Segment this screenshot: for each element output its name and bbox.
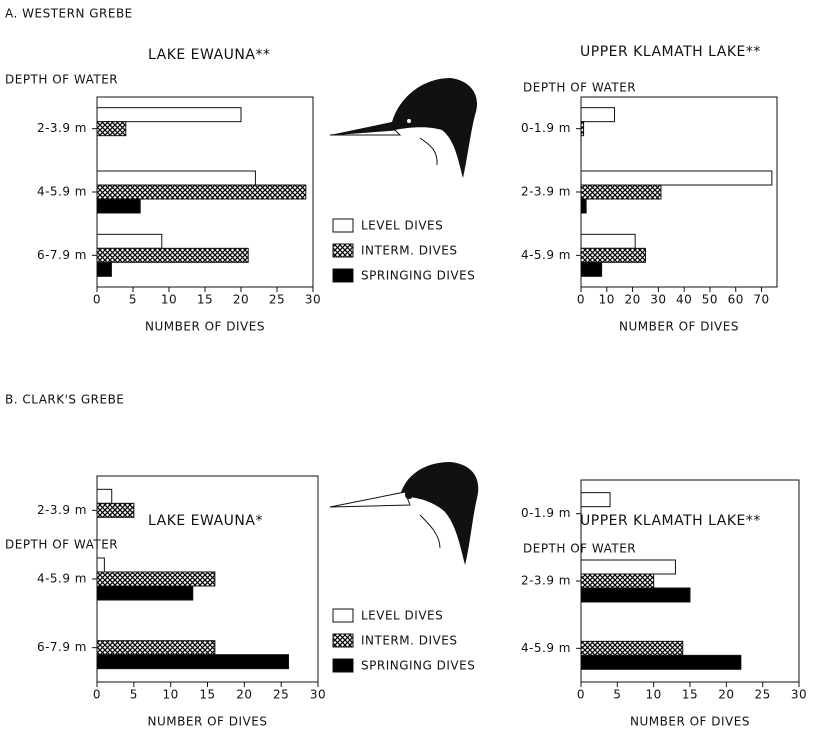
- y-axis-label: DEPTH OF WATER: [5, 73, 118, 87]
- legend-swatch: [332, 218, 354, 233]
- bar: [96, 488, 113, 504]
- x-tick-label: 70: [753, 293, 769, 307]
- x-tick-label: 5: [129, 293, 137, 307]
- y-tick-label: 6-7.9 m: [37, 640, 87, 654]
- bar: [580, 233, 636, 249]
- bar: [96, 184, 307, 200]
- y-tick-label: 0-1.9 m: [521, 506, 571, 520]
- bar: [580, 198, 587, 214]
- y-tick-label: 2-3.9 m: [37, 503, 87, 517]
- bar: [96, 121, 127, 137]
- section-title: A. WESTERN GREBE: [5, 7, 133, 21]
- bar: [580, 492, 611, 508]
- bar: [96, 198, 141, 214]
- y-tick-label: 2-3.9 m: [521, 185, 571, 199]
- x-tick-label: 5: [130, 688, 138, 702]
- x-tick-label: 50: [702, 293, 718, 307]
- x-tick-label: 20: [236, 688, 252, 702]
- bird-illustration: [329, 78, 478, 178]
- bar: [96, 557, 105, 573]
- chart-title: LAKE EWAUNA*: [148, 513, 263, 529]
- legend-swatch: [332, 243, 354, 258]
- bar: [96, 502, 135, 518]
- x-tick-label: 20: [624, 293, 640, 307]
- legend-label: LEVEL DIVES: [361, 609, 443, 623]
- x-tick-label: 0: [93, 293, 101, 307]
- bar: [580, 170, 773, 186]
- bird-illustration: [329, 462, 479, 565]
- x-tick-label: 25: [755, 688, 771, 702]
- legend-swatch: [332, 268, 354, 283]
- y-tick-label: 4-5.9 m: [521, 641, 571, 655]
- x-tick-label: 5: [613, 688, 621, 702]
- bar: [580, 261, 603, 277]
- chart-title: UPPER KLAMATH LAKE**: [580, 513, 761, 529]
- bar: [580, 587, 691, 603]
- bar: [96, 247, 249, 263]
- y-tick-label: 0-1.9 m: [521, 121, 571, 135]
- x-tick-label: 0: [577, 688, 585, 702]
- x-tick-label: 0: [577, 293, 585, 307]
- x-axis-label: NUMBER OF DIVES: [619, 320, 739, 334]
- x-tick-label: 25: [269, 293, 285, 307]
- y-tick-label: 2-3.9 m: [521, 574, 571, 588]
- y-axis-label: DEPTH OF WATER: [5, 538, 118, 552]
- bar: [580, 247, 646, 263]
- y-axis-label: DEPTH OF WATER: [523, 81, 636, 95]
- x-tick-label: 10: [599, 293, 615, 307]
- y-axis-label: DEPTH OF WATER: [523, 542, 636, 556]
- bar: [96, 107, 242, 123]
- y-tick-label: 4-5.9 m: [37, 572, 87, 586]
- x-tick-label: 15: [199, 688, 215, 702]
- x-tick-label: 10: [161, 293, 177, 307]
- bar: [96, 233, 163, 249]
- y-tick-label: 4-5.9 m: [37, 185, 87, 199]
- x-tick-label: 0: [93, 688, 101, 702]
- bar: [96, 654, 290, 670]
- legend-label: INTERM. DIVES: [361, 634, 457, 648]
- x-tick-label: 15: [682, 688, 698, 702]
- x-tick-label: 10: [163, 688, 179, 702]
- bar: [580, 184, 662, 200]
- legend-label: INTERM. DIVES: [361, 244, 457, 258]
- legend-label: SPRINGING DIVES: [361, 269, 475, 283]
- bar: [580, 654, 742, 670]
- legend-label: LEVEL DIVES: [361, 219, 443, 233]
- legend-label: SPRINGING DIVES: [361, 659, 475, 673]
- legend-swatch: [332, 608, 354, 623]
- x-tick-label: 30: [791, 688, 807, 702]
- x-tick-label: 30: [650, 293, 666, 307]
- x-tick-label: 25: [273, 688, 289, 702]
- bar: [580, 559, 676, 575]
- x-axis-label: NUMBER OF DIVES: [630, 715, 750, 729]
- bar: [580, 640, 684, 656]
- chart-title: LAKE EWAUNA**: [148, 47, 270, 63]
- section-title: B. CLARK'S GREBE: [5, 393, 124, 407]
- bar: [96, 585, 194, 601]
- x-tick-label: 30: [310, 688, 326, 702]
- x-axis-label: NUMBER OF DIVES: [145, 320, 265, 334]
- y-tick-label: 4-5.9 m: [521, 248, 571, 262]
- bar: [96, 640, 216, 656]
- x-tick-label: 60: [728, 293, 744, 307]
- chart-title: UPPER KLAMATH LAKE**: [580, 44, 761, 60]
- x-tick-label: 10: [646, 688, 662, 702]
- bar: [96, 261, 112, 277]
- bar: [96, 571, 216, 587]
- x-tick-label: 20: [233, 293, 249, 307]
- legend-swatch: [332, 658, 354, 673]
- x-tick-label: 30: [305, 293, 321, 307]
- x-tick-label: 20: [718, 688, 734, 702]
- y-tick-label: 6-7.9 m: [37, 248, 87, 262]
- bar: [580, 121, 585, 137]
- x-tick-label: 15: [197, 293, 213, 307]
- bar: [580, 573, 655, 589]
- legend-swatch: [332, 633, 354, 648]
- x-tick-label: 40: [676, 293, 692, 307]
- bar: [96, 170, 256, 186]
- y-tick-label: 2-3.9 m: [37, 121, 87, 135]
- x-axis-label: NUMBER OF DIVES: [148, 715, 268, 729]
- bar: [580, 107, 616, 123]
